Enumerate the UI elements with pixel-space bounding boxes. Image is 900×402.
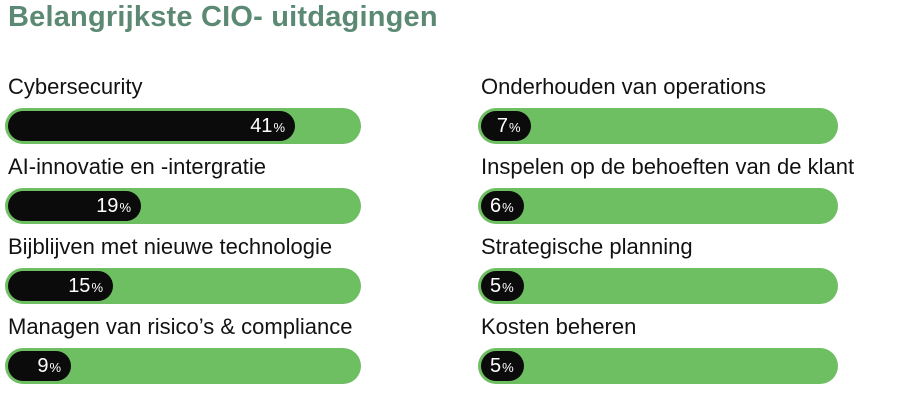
percent-symbol: %: [49, 359, 61, 375]
bar-value-number: 6: [490, 194, 502, 217]
bar-label: Strategische planning: [481, 234, 693, 259]
bar-track: 5%: [478, 348, 838, 384]
bar-chart: Cybersecurity 41% AI-innovatie en -intergr…: [5, 75, 855, 395]
bar-row: Strategische planning 5%: [478, 235, 838, 315]
bar-label: Kosten beheren: [481, 314, 637, 339]
bar-fill: 5%: [481, 351, 524, 381]
percent-symbol: %: [502, 279, 514, 295]
bar-row: Cybersecurity 41%: [5, 75, 361, 155]
bar-value-number: 15: [68, 274, 91, 297]
bar-fill: 6%: [481, 191, 524, 221]
bar-track: 7%: [478, 108, 838, 144]
percent-symbol: %: [502, 199, 514, 215]
bar-value: 7%: [497, 115, 521, 138]
bar-row: Inspelen op de behoeften van de klant 6%: [478, 154, 855, 235]
bar-column-left: Cybersecurity 41% AI-innovatie en -intergr…: [5, 75, 361, 395]
bar-row: Bijblijven met nieuwe technologie 15%: [5, 235, 361, 315]
bar-value-number: 5: [490, 274, 502, 297]
bar-value: 5%: [490, 275, 514, 298]
page-title: Belangrijkste CIO- uitdagingen: [8, 1, 438, 33]
bar-track: 5%: [478, 268, 838, 304]
percent-symbol: %: [91, 279, 103, 295]
bar-row: Onderhouden van operations 7%: [478, 75, 838, 155]
bar-value-number: 41: [250, 114, 273, 137]
bar-label: Cybersecurity: [8, 74, 143, 99]
bar-label: Managen van risico’s & compliance: [8, 314, 353, 339]
bar-fill: 7%: [481, 111, 531, 141]
bar-value-number: 19: [96, 194, 119, 217]
bar-column-right: Onderhouden van operations 7% Inspelen op …: [478, 75, 855, 395]
bar-value: 5%: [490, 355, 514, 378]
bar-label: Inspelen op de behoeften van de klant: [481, 154, 855, 179]
bar-fill: 19%: [8, 191, 141, 221]
bar-fill: 9%: [8, 351, 71, 381]
bar-value-number: 7: [496, 114, 508, 137]
bar-value: 19%: [96, 195, 131, 218]
bar-label: AI-innovatie en -intergratie: [8, 154, 267, 179]
bar-value: 15%: [68, 275, 103, 298]
bar-value: 9%: [37, 355, 61, 378]
bar-fill: 5%: [481, 271, 524, 301]
percent-symbol: %: [508, 119, 521, 135]
bar-row: AI-innovatie en -intergratie 19%: [5, 155, 361, 235]
bar-label: Bijblijven met nieuwe technologie: [8, 234, 333, 259]
bar-track: 19%: [5, 188, 361, 224]
bar-track: 9%: [5, 348, 361, 384]
percent-symbol: %: [502, 359, 514, 375]
bar-fill: 15%: [8, 271, 113, 301]
percent-symbol: %: [119, 199, 131, 215]
percent-symbol: %: [273, 119, 285, 135]
bar-value: 6%: [490, 195, 514, 218]
bar-value: 41%: [250, 115, 285, 138]
bar-fill: 41%: [8, 111, 295, 141]
bar-value-number: 9: [37, 354, 49, 377]
bar-value-number: 5: [490, 354, 502, 377]
bar-track: 6%: [478, 188, 838, 224]
bar-track: 15%: [5, 268, 361, 304]
bar-row: Kosten beheren 5%: [478, 315, 838, 395]
bar-track: 41%: [5, 108, 361, 144]
bar-label: Onderhouden van operations: [481, 74, 766, 99]
bar-row: Managen van risico’s & compliance 9%: [5, 315, 361, 395]
